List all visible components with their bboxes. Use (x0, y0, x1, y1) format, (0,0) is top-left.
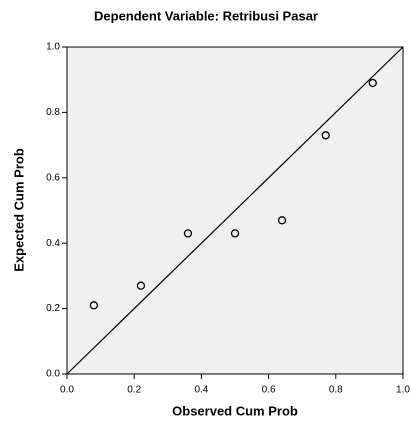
x-tick-label: 0.6 (262, 385, 276, 396)
point (89, 301, 99, 310)
y-tick-label: 1.0 (46, 42, 60, 53)
x-tick-label: 0.0 (60, 385, 74, 396)
reference-line (66, 46, 404, 375)
y-tick-label: 0.2 (46, 303, 60, 314)
point (368, 78, 377, 88)
x-tick-label: 0.4 (194, 385, 208, 396)
x-tick-label: 0.2 (127, 385, 141, 396)
y-tick-label: 0.0 (46, 369, 60, 380)
x-tick-label: 1.0 (396, 385, 410, 396)
point (183, 229, 193, 238)
point (321, 131, 330, 140)
point (277, 216, 287, 225)
x-tick-label: 0.8 (329, 385, 343, 396)
y-axis-label: Expected Cum Prob (11, 148, 26, 272)
x-axis-label: Observed Cum Prob (172, 403, 298, 418)
y-tick-label: 0.8 (46, 107, 60, 118)
y-tick-label: 0.6 (46, 172, 60, 183)
chart-title: Dependent Variable: Retribusi Pasar (94, 8, 318, 23)
point (230, 229, 240, 238)
point (136, 281, 146, 290)
y-tick-label: 0.4 (46, 238, 60, 249)
